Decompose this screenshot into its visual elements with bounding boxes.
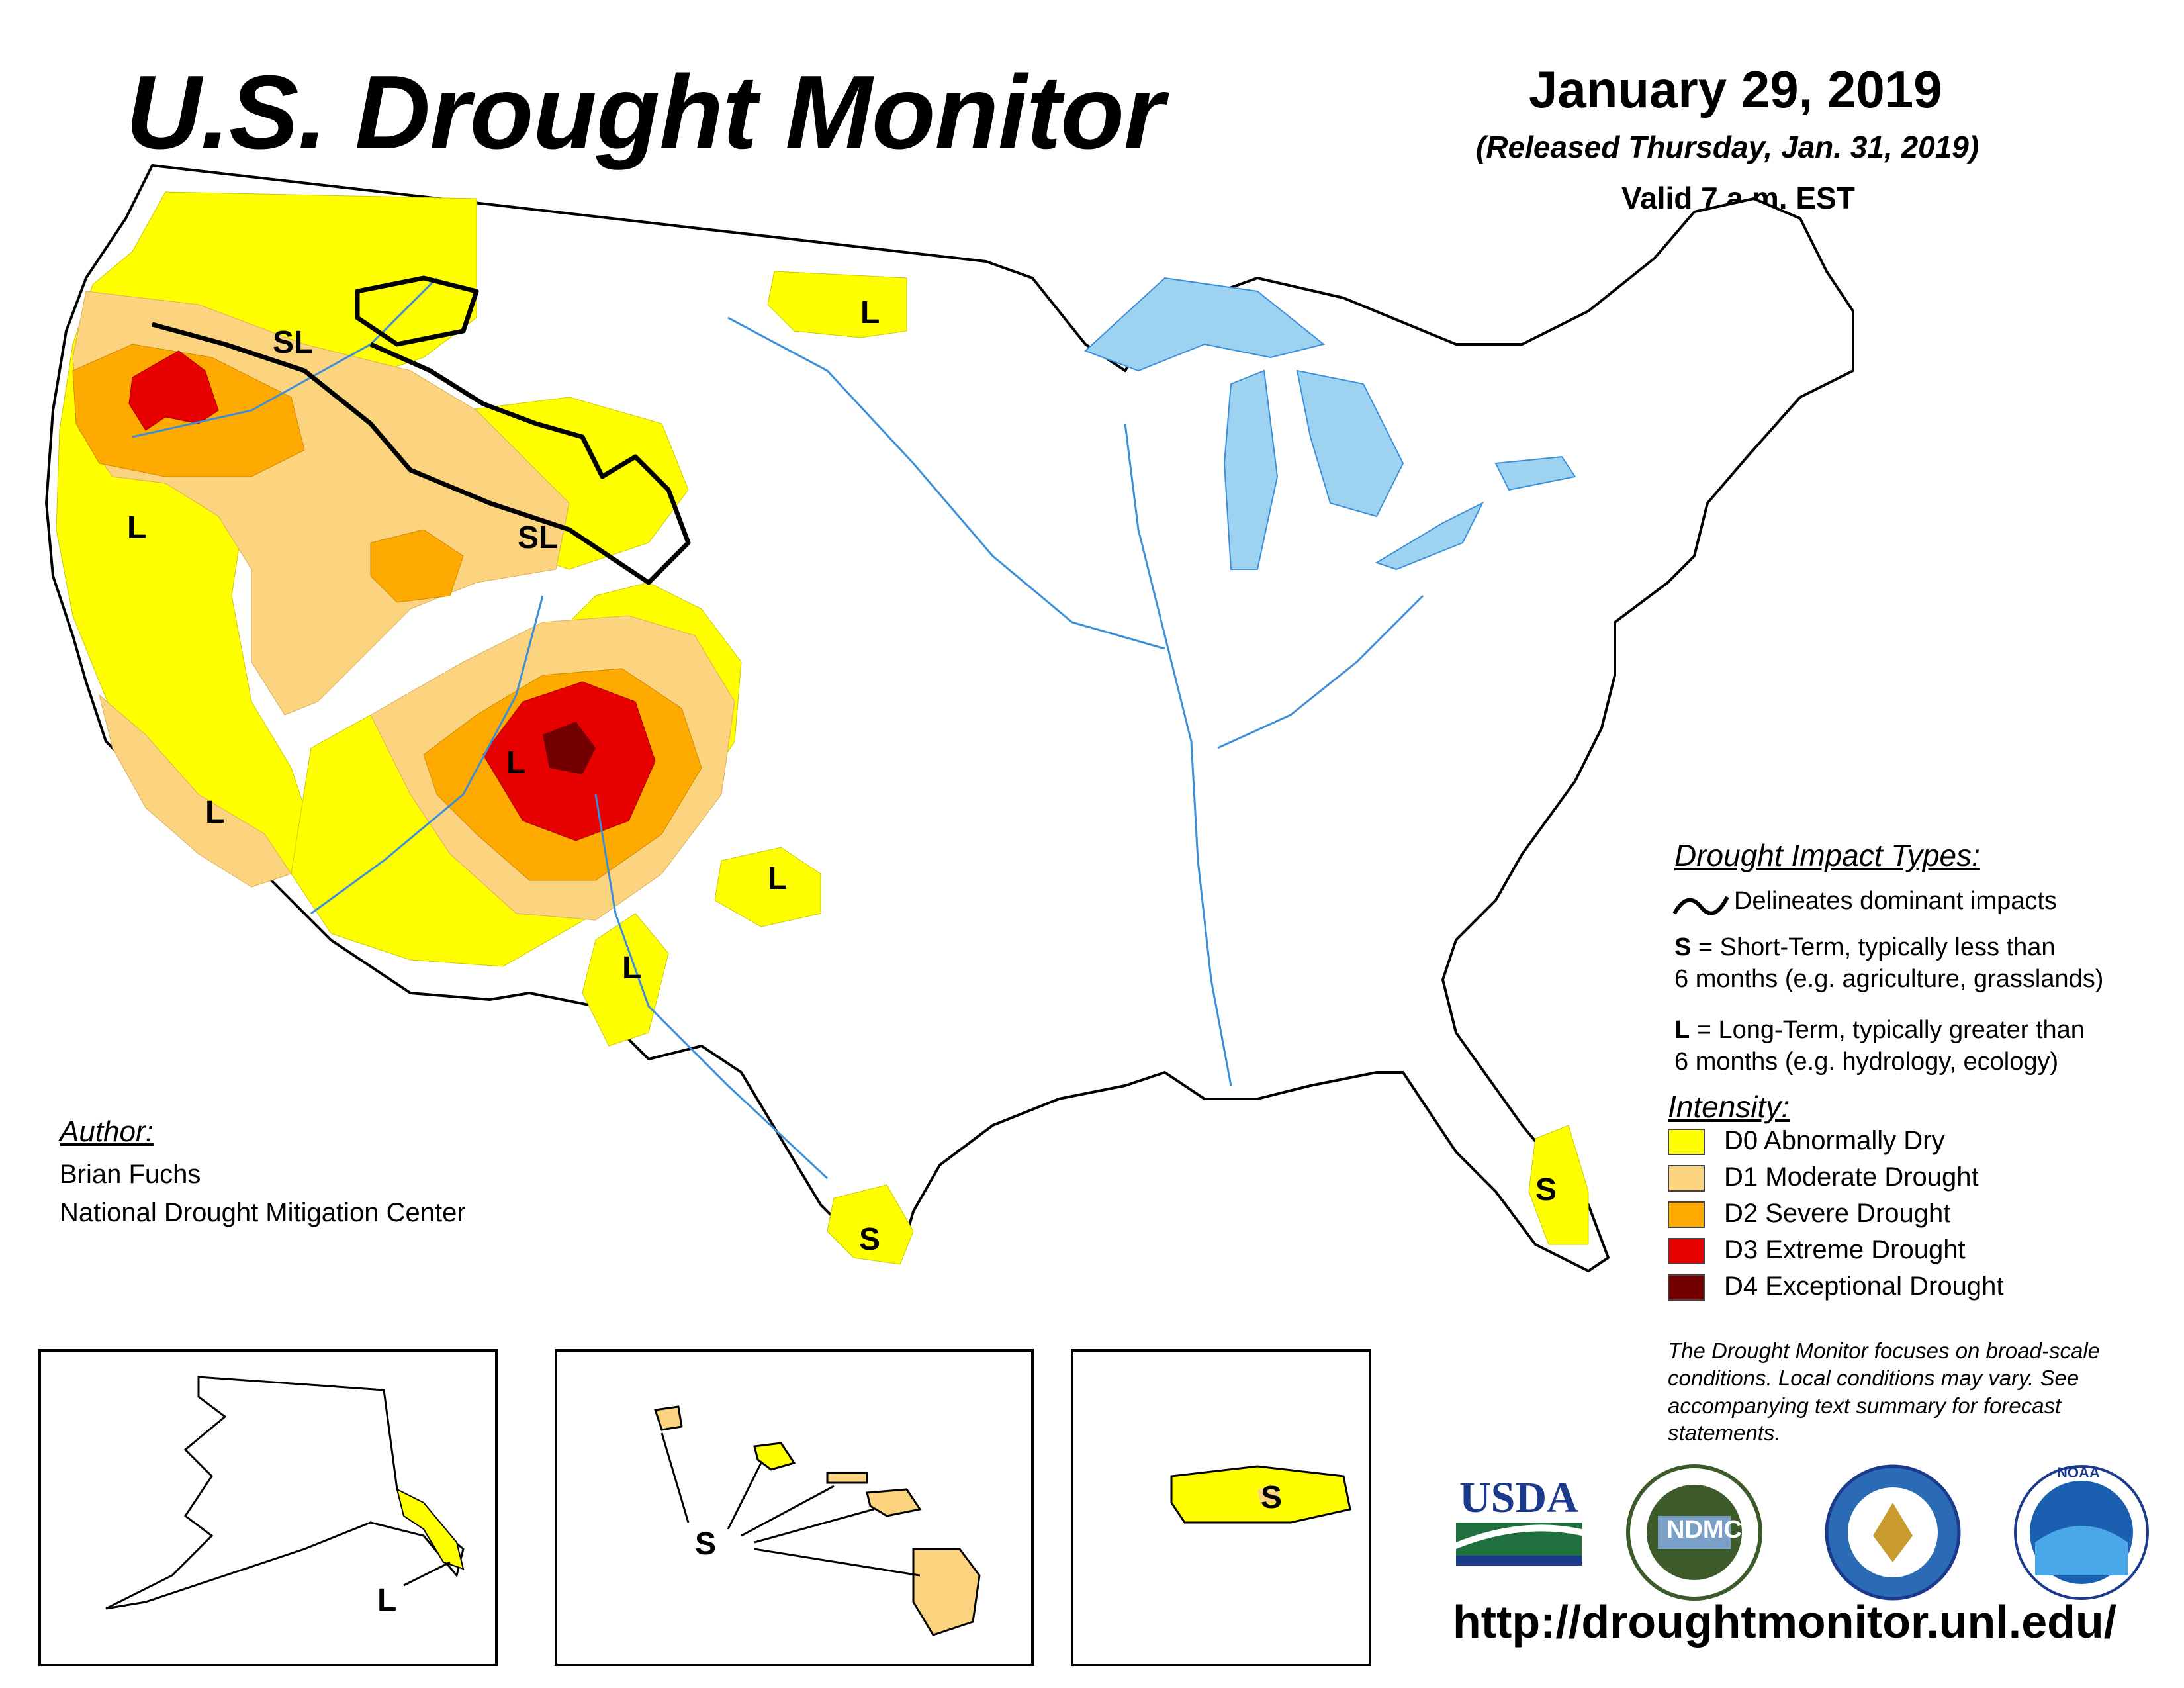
great-lakes [1084, 277, 1576, 571]
label-l-four-corners: L [506, 745, 526, 780]
label-sl-northwest: SL [273, 325, 314, 360]
map-date: January 29, 2019 [1529, 60, 1942, 118]
d2-utah [370, 529, 464, 603]
label-s-texas: S [859, 1222, 881, 1257]
author-org: National Drought Mitigation Center [60, 1198, 466, 1227]
noaa-logo [2014, 1465, 2149, 1600]
author-name: Brian Fuchs [60, 1160, 201, 1189]
rio-grande [594, 794, 829, 1180]
disclaimer-note: The Drought Monitor focuses on broad-sca… [1668, 1338, 2101, 1445]
label-s-florida: S [1535, 1172, 1557, 1207]
hawaii-pointer-lines [660, 1432, 921, 1577]
impact-l-line2: 6 months (e.g. hydrology, ecology) [1674, 1048, 2059, 1076]
impact-delineates: Delineates dominant impacts [1734, 887, 2057, 915]
label-l-california-north: L [127, 510, 147, 545]
maui [866, 1488, 922, 1517]
impact-l-key: L [1674, 1016, 1690, 1044]
intensity-label: D4 Exceptional Drought [1724, 1272, 2004, 1301]
author-title: Author: [60, 1115, 154, 1148]
intensity-swatch [1668, 1238, 1705, 1264]
alaska-pointer-line [403, 1561, 451, 1587]
ndmc-logo [1626, 1464, 1762, 1601]
mississippi-river [1124, 423, 1232, 1086]
impact-s-line2: 6 months (e.g. agriculture, grasslands) [1674, 965, 2104, 993]
d0-new-mexico-south [582, 913, 669, 1047]
hawaii-islands [654, 1405, 981, 1636]
intensity-swatch [1668, 1165, 1705, 1192]
label-l-california-south: L [205, 795, 225, 830]
label-l-new-mexico: L [622, 951, 642, 986]
impact-s-line1: = Short-Term, typically less than [1691, 933, 2056, 961]
noaa-logo-text: NOAA [2057, 1464, 2100, 1481]
label-l-alaska: L [377, 1583, 397, 1618]
intensity-swatch [1668, 1129, 1705, 1155]
usda-logo-text: USDA [1459, 1474, 1578, 1522]
kauai [654, 1405, 683, 1431]
label-l-north-dakota: L [860, 295, 880, 330]
label-sl-wyoming: SL [518, 520, 559, 555]
impact-l-line1: = Long-Term, typically greater than [1690, 1016, 2085, 1044]
lake-huron [1296, 369, 1404, 518]
alaska-d0 [396, 1488, 465, 1570]
d0-oklahoma [714, 847, 821, 927]
ohio-river [1217, 594, 1424, 749]
lake-superior [1084, 277, 1326, 372]
impact-boundaries [152, 275, 691, 585]
oahu [753, 1442, 796, 1471]
d3-oregon [128, 350, 219, 431]
ndmc-logo-text: NDMC [1666, 1516, 1742, 1544]
d0-north-dakota [767, 271, 907, 338]
intensity-swatch [1668, 1201, 1705, 1228]
d0-florida [1528, 1125, 1589, 1245]
intensity-label: D3 Extreme Drought [1724, 1235, 1966, 1264]
website-url[interactable]: http://droughtmonitor.unl.edu/ [1453, 1596, 2117, 1648]
impact-long-term: L = Long-Term, typically greater than [1674, 1016, 2085, 1045]
page-title: U.S. Drought Monitor [126, 54, 1164, 171]
label-s-hawaii: S [695, 1526, 717, 1562]
commerce-logo [1825, 1464, 1961, 1601]
impact-line-montana [355, 275, 479, 347]
big-island [912, 1548, 981, 1636]
label-s-puerto-rico: S [1261, 1480, 1283, 1515]
d4-areas [543, 722, 596, 774]
lake-ontario [1494, 455, 1576, 491]
colorado-river [310, 595, 544, 915]
usda-logo [1456, 1523, 1582, 1566]
impact-legend-title: Drought Impact Types: [1674, 838, 1980, 872]
intensity-label: D2 Severe Drought [1724, 1199, 1951, 1228]
d0-texas-south [827, 1184, 914, 1265]
intensity-title: Intensity: [1668, 1090, 1790, 1124]
label-l-oklahoma: L [768, 861, 788, 896]
intensity-label: D1 Moderate Drought [1724, 1162, 1979, 1192]
lake-michigan [1223, 369, 1279, 570]
missouri-river [727, 316, 1165, 650]
intensity-swatch [1668, 1274, 1705, 1301]
puerto-rico-d1 [1257, 1486, 1281, 1504]
release-date: (Released Thursday, Jan. 31, 2019) [1476, 130, 1979, 164]
impact-tilde-icon [1672, 896, 1729, 915]
impact-s-key: S [1674, 933, 1692, 961]
impact-short-term: S = Short-Term, typically less than [1674, 933, 2056, 962]
intensity-label: D0 Abnormally Dry [1724, 1126, 1945, 1155]
lake-erie [1375, 501, 1484, 571]
molokai [826, 1472, 868, 1484]
impact-line-northwest [152, 322, 691, 585]
d1-california-south [99, 694, 292, 888]
d4-four-corners [543, 722, 596, 774]
